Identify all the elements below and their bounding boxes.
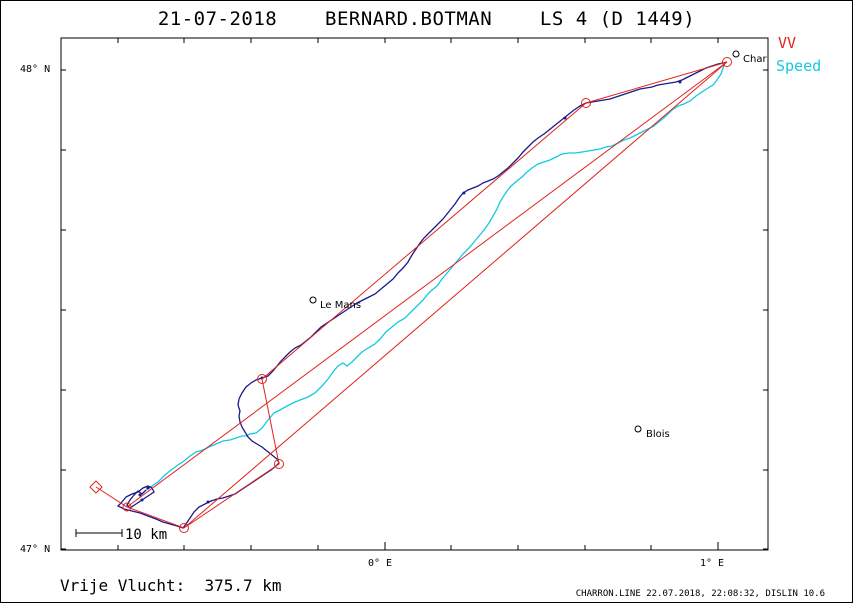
town-char: Char [732,50,767,65]
town-le-mans: Le Mans [309,296,361,311]
town-blois: Blois [634,425,670,440]
glider-name: LS 4 (D 1449) [539,8,696,30]
flight-title: 21-07-2018 BERNARD.BOTMAN LS 4 (D 1449) [0,8,853,30]
route-path [95,61,728,529]
lat-label-47: 47° N [20,544,51,555]
turnpoint-markers [89,57,732,533]
scale-bar: 10 km [75,527,167,543]
top-ticks [117,38,719,43]
legend-speed: Speed [776,57,822,75]
town-label-char: Char [743,54,767,65]
town-label-blois: Blois [646,429,670,440]
turnpoint-1 [122,502,132,512]
town-label-le-mans: Le Mans [320,300,361,311]
flight-date: 21-07-2018 [157,8,278,30]
lon-label-0: 0° E [368,558,393,569]
turnpoint-5 [581,98,591,108]
left-ticks [61,69,66,550]
scale-bar-label: 10 km [125,527,167,543]
lat-label-48: 48° N [20,64,51,75]
track-markers [138,80,682,504]
legend-vv: VV [778,34,797,52]
plot-border [60,37,769,551]
turnpoint-3 [274,459,284,469]
flight-track [116,61,728,529]
speed-track [145,62,726,491]
render-stamp: CHARRON.LINE 22.07.2018, 22:08:32, DISLI… [575,589,825,599]
town-marker [309,296,317,304]
bottom-ticks [117,542,719,550]
distance-value: 375.7 km [204,576,282,595]
turnpoint-6 [722,57,732,67]
distance-readout: Vrije Vlucht: 375.7 km [60,576,282,595]
town-marker [732,50,740,58]
distance-label: Vrije Vlucht: [60,576,186,595]
turnpoint-4 [257,374,267,384]
start-marker [89,480,103,494]
town-marker [634,425,642,433]
turnpoint-2 [179,523,189,533]
pilot-name: BERNARD.BOTMAN [325,8,493,30]
right-ticks [763,69,768,550]
route-return-line [126,61,728,508]
lon-label-1: 1° E [700,558,725,569]
